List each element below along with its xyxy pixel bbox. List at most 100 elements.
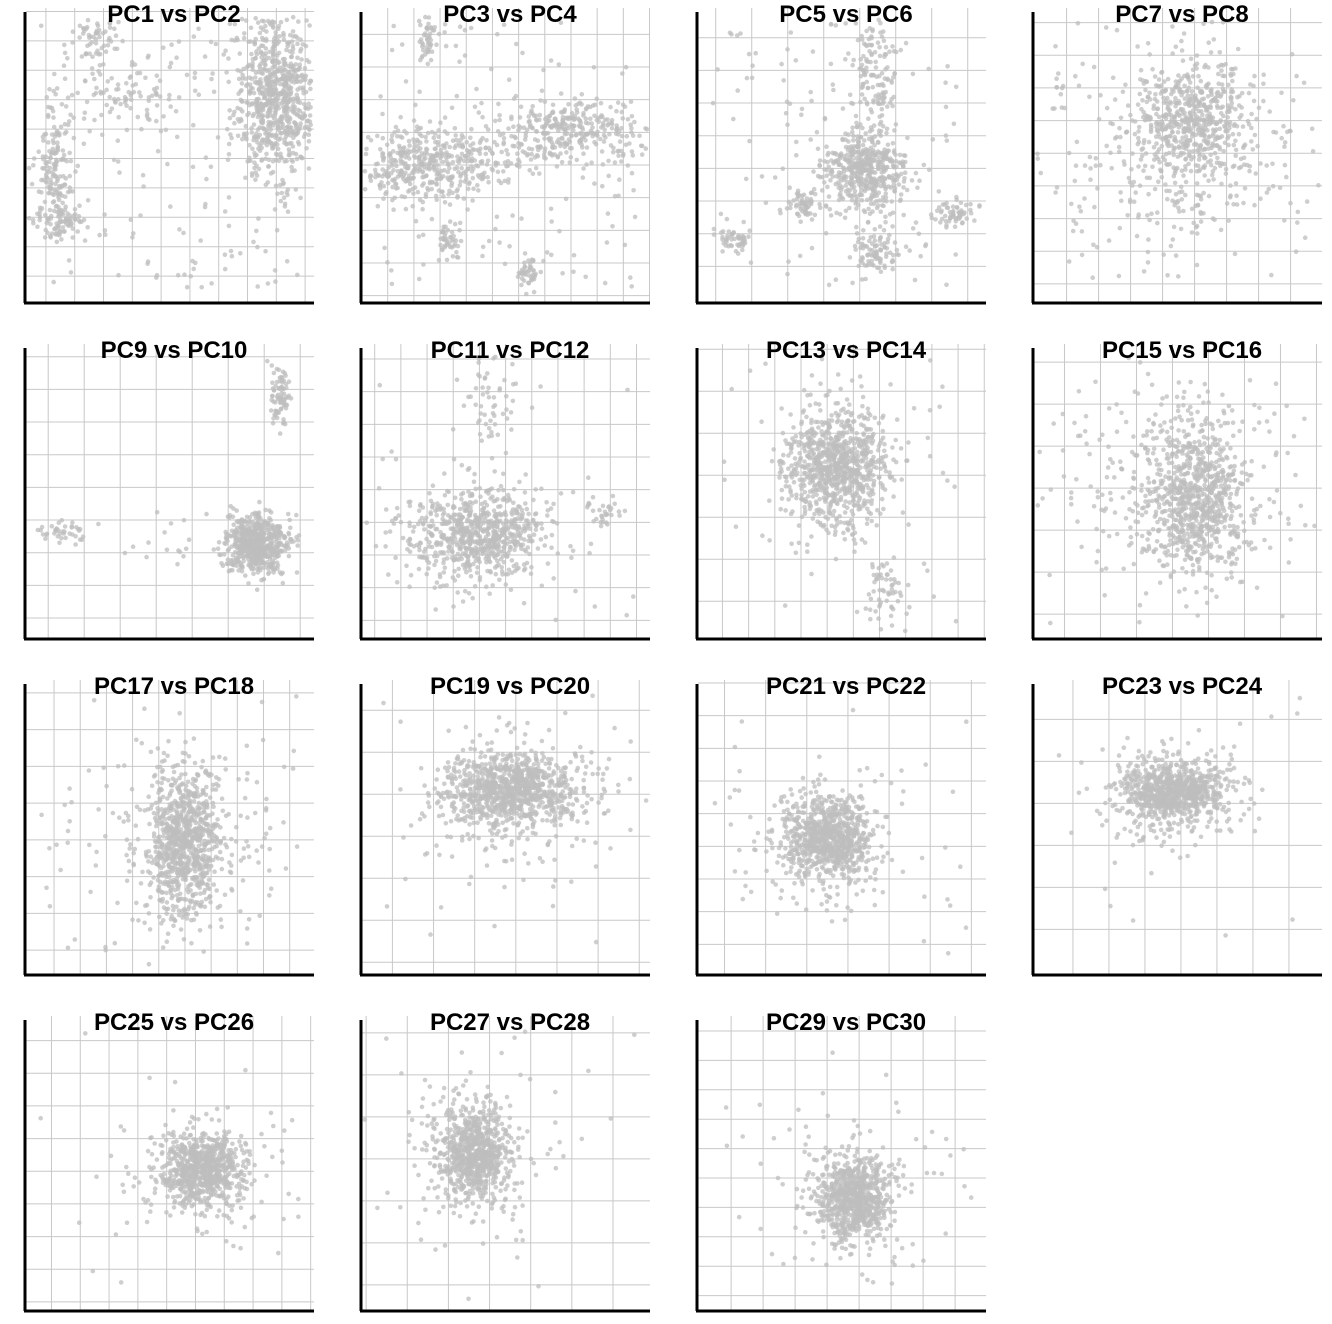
data-point — [901, 212, 906, 218]
data-point — [1144, 99, 1150, 105]
data-point — [301, 134, 307, 139]
data-point — [272, 78, 278, 84]
data-point — [820, 174, 825, 180]
data-point — [903, 40, 909, 46]
data-point — [288, 525, 293, 531]
data-point — [424, 146, 429, 152]
data-point — [399, 168, 404, 174]
data-point — [268, 510, 274, 515]
data-point — [97, 63, 103, 68]
data-point — [519, 276, 525, 281]
data-point — [1269, 272, 1274, 278]
data-point — [1173, 79, 1179, 84]
data-point — [929, 215, 935, 221]
data-point — [1118, 115, 1124, 121]
data-point — [375, 161, 380, 166]
data-point — [847, 255, 853, 260]
data-point — [436, 134, 441, 139]
data-point — [246, 39, 251, 44]
data-point — [1136, 164, 1141, 169]
data-point — [273, 30, 278, 35]
data-point — [786, 259, 791, 264]
data-point — [1293, 249, 1299, 254]
data-point — [1233, 181, 1239, 186]
data-point — [889, 97, 894, 102]
data-point — [711, 226, 717, 232]
data-point — [129, 62, 135, 68]
data-point — [143, 75, 148, 81]
data-point — [420, 206, 425, 212]
data-point — [447, 144, 452, 150]
data-point — [547, 114, 552, 119]
data-point — [532, 272, 537, 278]
data-point — [67, 213, 72, 218]
data-point — [537, 171, 542, 176]
data-point — [436, 31, 442, 37]
data-point — [1185, 93, 1191, 98]
data-point — [743, 176, 749, 182]
data-point — [226, 532, 231, 537]
data-point — [245, 540, 251, 545]
data-point — [1189, 96, 1194, 102]
data-point — [254, 228, 259, 234]
data-point — [381, 158, 386, 163]
data-point — [859, 33, 864, 39]
data-point — [225, 157, 231, 163]
scatter-panel: PC7 vs PC8 — [1031, 0, 1332, 305]
data-point — [304, 105, 309, 110]
data-point — [293, 151, 299, 157]
data-point — [859, 165, 865, 170]
data-point — [99, 132, 105, 138]
data-point — [83, 51, 89, 56]
data-point — [283, 67, 288, 73]
data-point — [797, 253, 803, 259]
data-point — [413, 102, 418, 108]
data-point — [427, 44, 433, 50]
data-point — [232, 38, 238, 43]
data-point — [1119, 198, 1124, 204]
data-point — [873, 249, 879, 254]
data-point — [72, 207, 78, 212]
data-point — [41, 177, 46, 183]
data-point — [411, 191, 416, 196]
data-point — [869, 135, 875, 141]
data-point — [883, 150, 888, 156]
data-point — [1117, 125, 1122, 131]
data-point — [1147, 217, 1152, 223]
data-point — [71, 115, 76, 120]
data-point — [858, 134, 863, 140]
data-point — [563, 196, 569, 202]
data-point — [846, 132, 851, 137]
data-point — [1221, 148, 1226, 154]
data-point — [457, 24, 463, 30]
data-point — [154, 275, 159, 280]
scatter-panel: PC1 vs PC2 — [23, 0, 324, 305]
data-point — [112, 26, 117, 32]
data-point — [70, 235, 75, 240]
data-point — [809, 245, 815, 251]
data-point — [480, 135, 485, 141]
data-point — [1192, 104, 1198, 109]
data-point — [270, 65, 275, 70]
data-point — [599, 149, 605, 154]
data-point — [243, 83, 249, 89]
data-point — [1202, 155, 1207, 161]
data-point — [378, 147, 383, 152]
data-point — [870, 139, 875, 145]
data-point — [879, 242, 884, 247]
data-point — [48, 155, 53, 161]
data-point — [199, 284, 204, 290]
data-point — [1228, 183, 1233, 188]
data-point — [275, 396, 281, 402]
data-point — [878, 209, 883, 214]
data-point — [843, 21, 848, 26]
data-point — [574, 110, 580, 115]
data-point — [869, 127, 875, 133]
data-point — [111, 157, 117, 163]
data-point — [628, 99, 634, 104]
data-point — [506, 126, 511, 131]
data-point — [442, 233, 448, 239]
data-point — [439, 229, 445, 235]
data-point — [1197, 153, 1202, 159]
data-point — [438, 147, 444, 153]
